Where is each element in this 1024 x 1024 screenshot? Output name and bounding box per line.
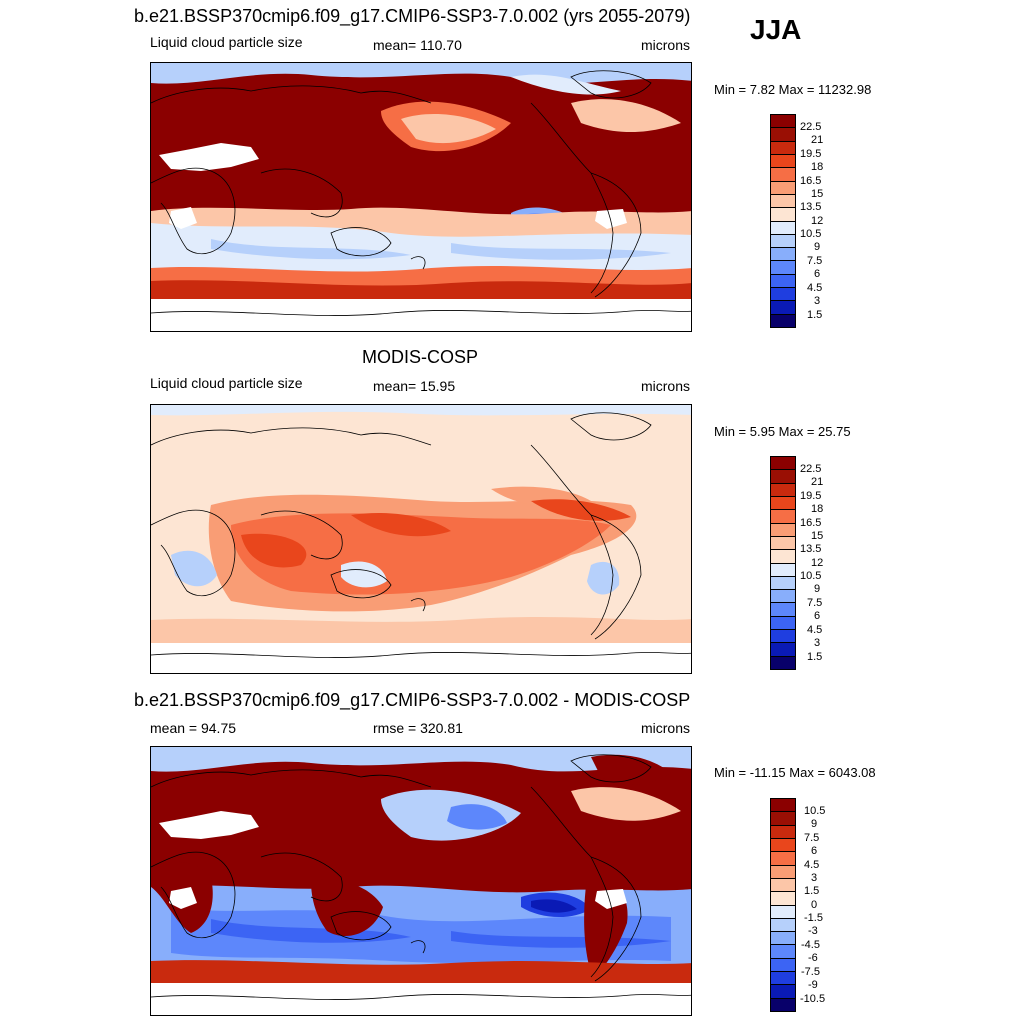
- panel1-mean-label: mean= 110.70: [373, 37, 462, 53]
- tick-label: 9: [814, 241, 821, 253]
- tick-label: 15: [811, 530, 824, 542]
- tick-label: 4.5: [807, 282, 823, 294]
- tick-label: 16.5: [800, 175, 822, 187]
- panel1-minmax: Min = 7.82 Max = 11232.98: [714, 82, 872, 97]
- tick-label: 1.5: [807, 309, 823, 321]
- panel1-variable-label: Liquid cloud particle size: [150, 34, 303, 50]
- tick-label: 15: [811, 188, 824, 200]
- panel1-units-label: microns: [641, 37, 691, 53]
- tick-label: -10.5: [800, 993, 826, 1005]
- tick-label: 13.5: [800, 543, 822, 555]
- panel3-units-label: microns: [641, 720, 691, 736]
- tick-label: 6: [814, 610, 821, 622]
- tick-label: 16.5: [800, 517, 822, 529]
- tick-label: 3: [811, 872, 818, 884]
- tick-label: 6: [811, 845, 818, 857]
- panel2-colorbar: [770, 456, 796, 670]
- tick-label: 6: [814, 268, 821, 280]
- tick-label: 3: [814, 637, 821, 649]
- panel3-colorbar: [770, 798, 796, 1012]
- tick-label: -7.5: [801, 966, 820, 978]
- tick-label: 7.5: [807, 597, 823, 609]
- tick-label: 7.5: [807, 255, 823, 267]
- tick-label: 13.5: [800, 201, 822, 213]
- panel3-minmax: Min = -11.15 Max = 6043.08: [714, 765, 876, 780]
- season-label: JJA: [750, 14, 802, 45]
- tick-label: -3: [808, 925, 818, 937]
- panel2-units-label: microns: [641, 378, 691, 394]
- panel1-title: b.e21.BSSP370cmip6.f09_g17.CMIP6-SSP3-7.…: [134, 6, 691, 26]
- panel3-map: [150, 746, 692, 1016]
- tick-label: 1.5: [807, 651, 823, 663]
- tick-label: 18: [811, 161, 824, 173]
- tick-label: 10.5: [800, 570, 822, 582]
- tick-label: 12: [811, 557, 824, 569]
- tick-label: 9: [814, 583, 821, 595]
- tick-label: 7.5: [804, 832, 820, 844]
- tick-label: 1.5: [804, 885, 820, 897]
- tick-label: 22.5: [800, 463, 822, 475]
- panel2-map: [150, 404, 692, 674]
- tick-label: 18: [811, 503, 824, 515]
- panel1-colorbar: [770, 114, 796, 328]
- tick-label: 22.5: [800, 121, 822, 133]
- tick-label: 21: [811, 134, 824, 146]
- panel3-mean-label: mean = 94.75: [150, 720, 237, 736]
- tick-label: 4.5: [807, 624, 823, 636]
- tick-label: 21: [811, 476, 824, 488]
- panel2-minmax: Min = 5.95 Max = 25.75: [714, 424, 851, 439]
- tick-label: -4.5: [801, 939, 820, 951]
- tick-label: 10.5: [800, 228, 822, 240]
- tick-label: 10.5: [804, 805, 826, 817]
- panel2-title: MODIS-COSP: [362, 347, 479, 367]
- panel3-rmse-label: rmse = 320.81: [373, 720, 463, 736]
- tick-label: 12: [811, 215, 824, 227]
- panel3-title: b.e21.BSSP370cmip6.f09_g17.CMIP6-SSP3-7.…: [134, 690, 691, 710]
- tick-label: 0: [811, 899, 818, 911]
- tick-label: 4.5: [804, 859, 820, 871]
- tick-label: -6: [808, 952, 818, 964]
- tick-label: -9: [808, 979, 818, 991]
- tick-label: 19.5: [800, 490, 822, 502]
- panel2-variable-label: Liquid cloud particle size: [150, 375, 303, 391]
- tick-label: -1.5: [804, 912, 823, 924]
- tick-label: 9: [811, 818, 818, 830]
- panel2-mean-label: mean= 15.95: [373, 378, 456, 394]
- panel1-map: [150, 62, 692, 332]
- tick-label: 19.5: [800, 148, 822, 160]
- tick-label: 3: [814, 295, 821, 307]
